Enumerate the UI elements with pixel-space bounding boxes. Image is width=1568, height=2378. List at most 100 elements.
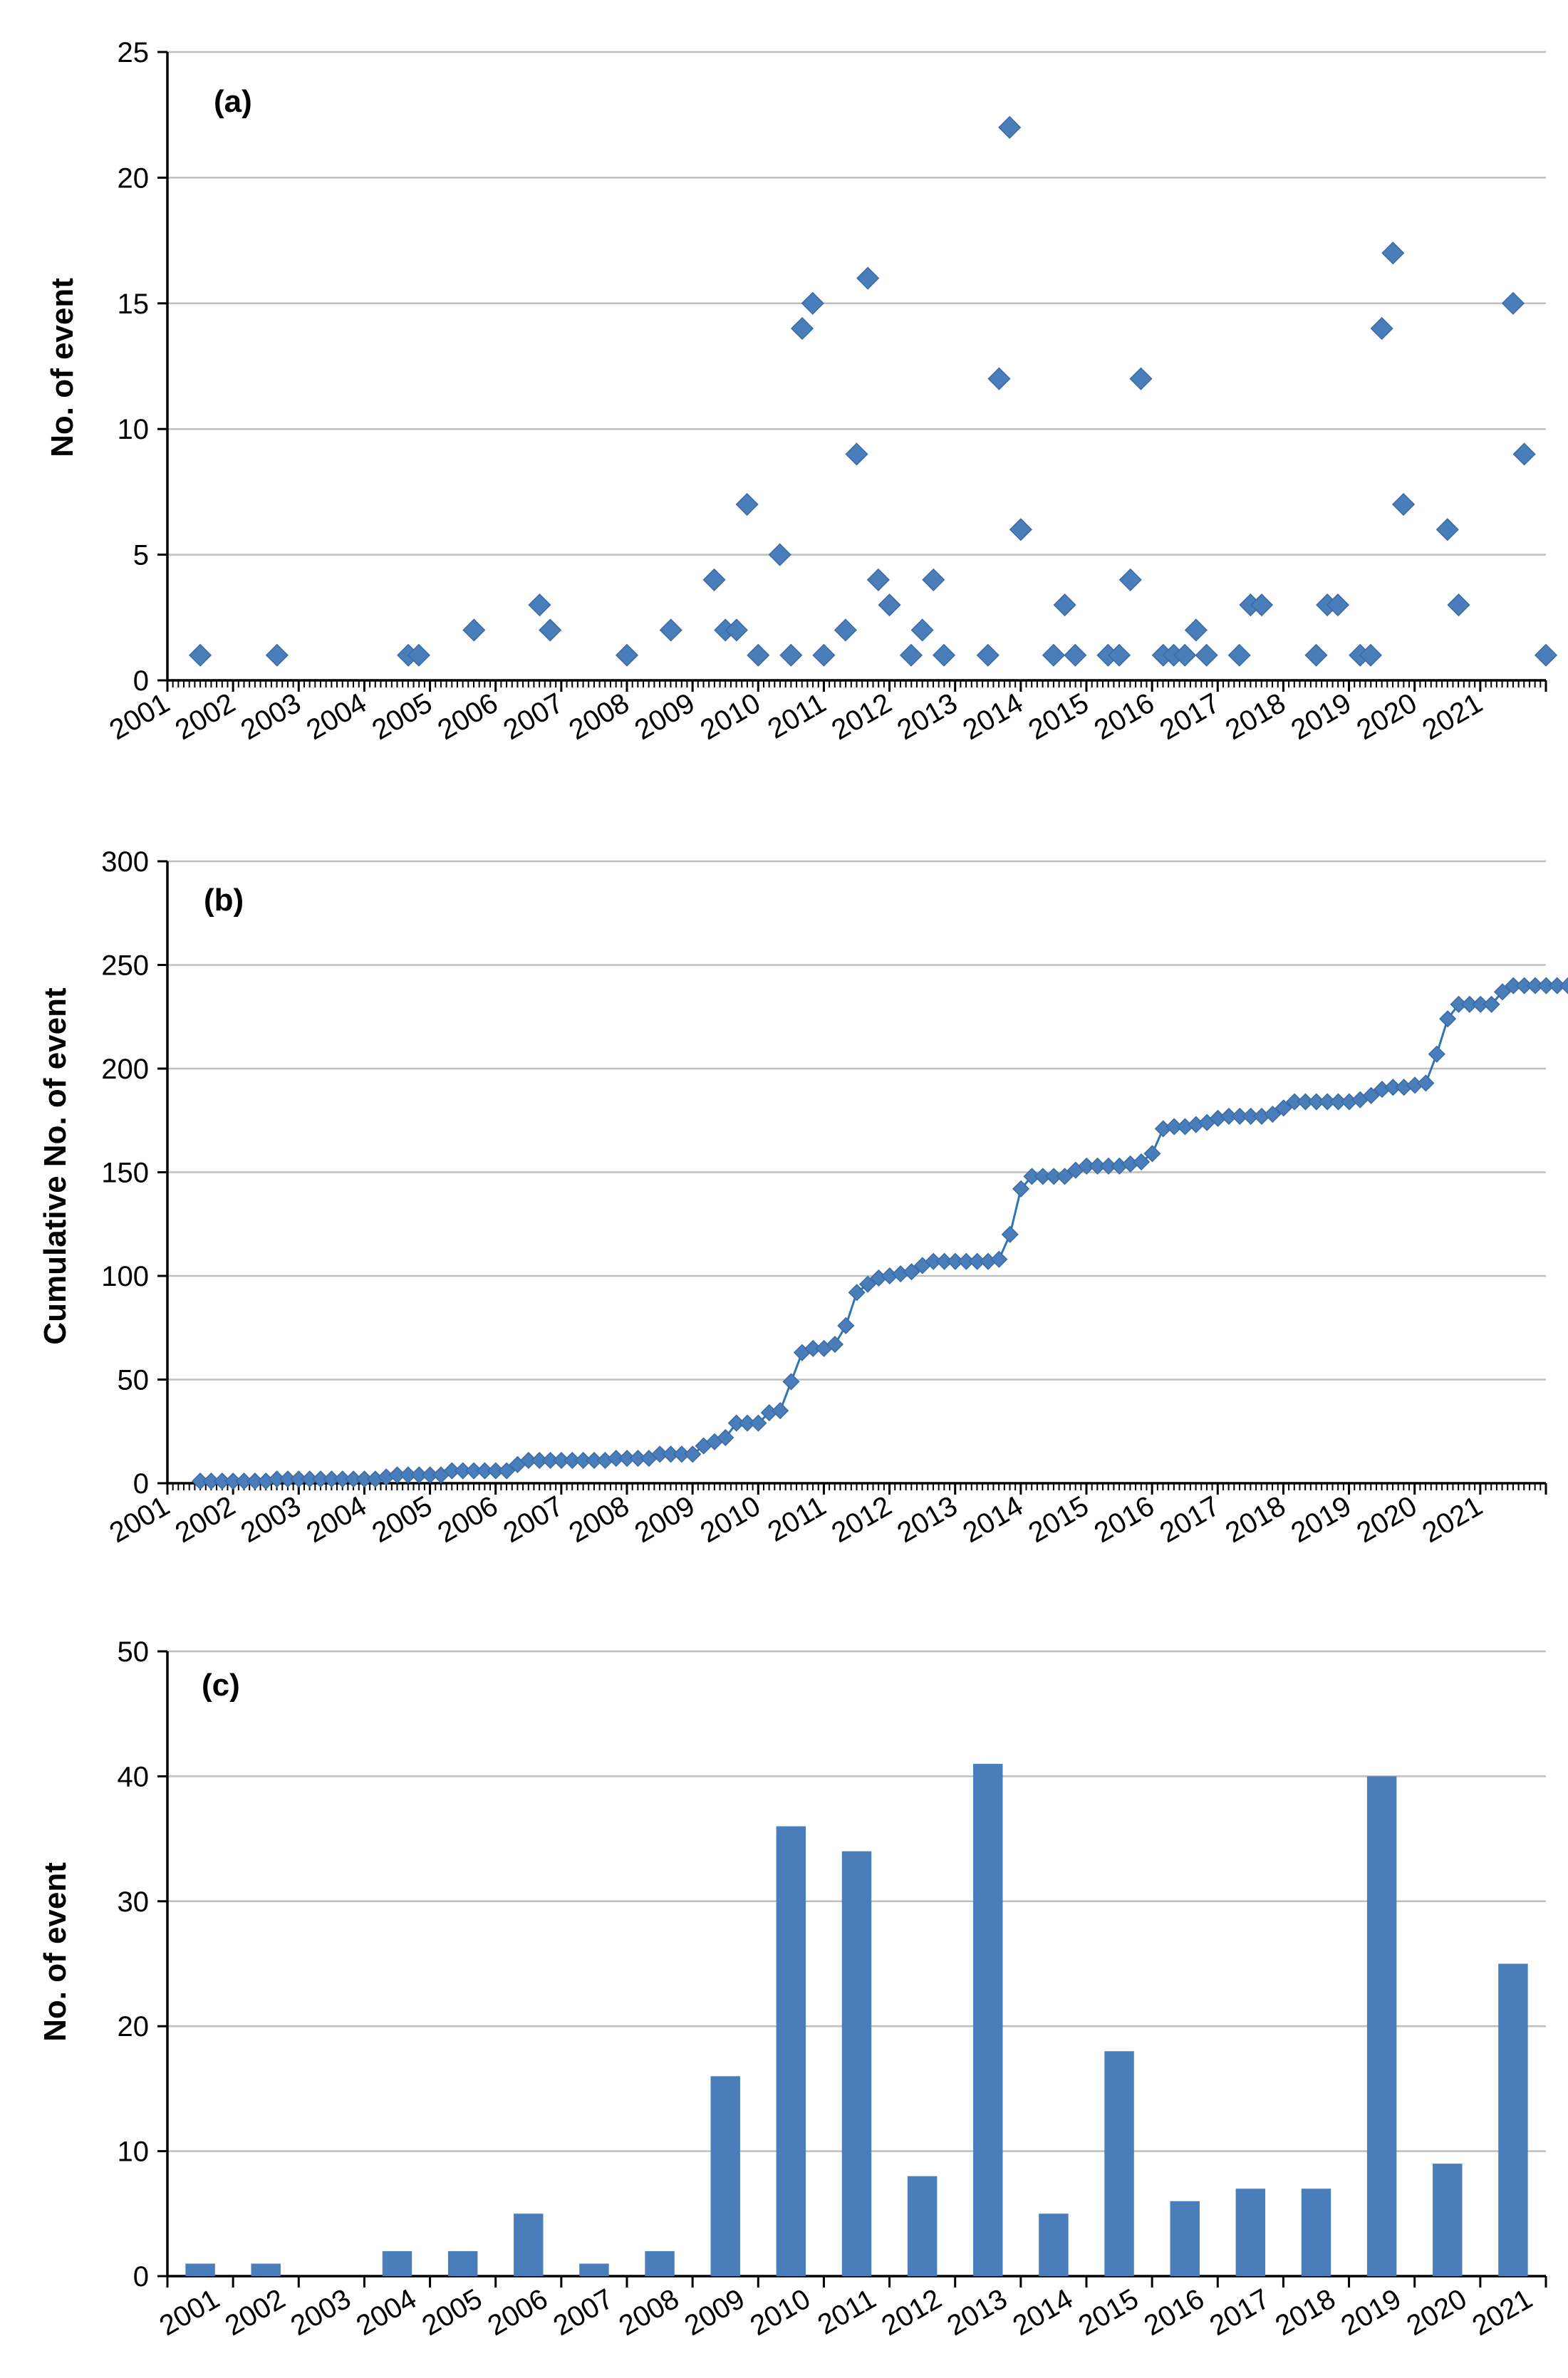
data-point [826,1335,844,1354]
data-point [1391,492,1416,516]
x-tick-label: 2009 [680,2283,750,2342]
data-point [1370,317,1393,341]
x-tick-label: 2002 [220,2283,291,2342]
x-tick-label: 2007 [498,687,568,747]
y-tick-label: 200 [101,1054,149,1085]
x-tick-label: 2021 [1467,2283,1537,2342]
y-tick-label: 20 [118,162,150,194]
bar [514,2213,544,2276]
data-point [1304,643,1328,667]
panel-b-x-tick-labels: 2001200220032004200520062007200820092010… [104,1490,1487,1549]
data-point [878,593,901,617]
data-point [772,1402,789,1420]
data-point [866,568,890,591]
bar [1039,2213,1069,2276]
bar [973,1763,1003,2276]
x-tick-label: 2016 [1089,687,1160,747]
data-point [1132,1153,1151,1171]
data-point [976,643,1000,667]
x-tick-label: 2008 [614,2283,685,2342]
data-point [779,643,803,667]
data-point [858,1275,877,1293]
x-tick-label: 2006 [482,2283,553,2342]
bar [1170,2201,1200,2276]
data-point [659,618,682,642]
data-point [407,643,430,667]
x-tick-label: 2013 [892,1490,962,1549]
x-tick-label: 2011 [762,687,831,745]
data-point [1381,242,1405,265]
y-tick-label: 10 [118,414,150,445]
x-tick-label: 2007 [498,1490,568,1549]
x-tick-label: 2018 [1270,2283,1341,2342]
data-point [1064,643,1087,667]
data-point [725,618,748,642]
x-tick-label: 2006 [432,1490,503,1549]
data-point [990,1250,1008,1268]
x-tick-label: 2007 [548,2283,618,2342]
data-point [1362,1086,1380,1104]
x-tick-label: 2015 [1023,1490,1094,1549]
x-tick-label: 2008 [564,1490,634,1549]
panel-a-x-tick-labels: 2001200220032004200520062007200820092010… [104,687,1487,747]
data-point [903,1263,920,1281]
data-point [1501,291,1525,315]
panel-b-gridlines [167,860,1546,1381]
panel-c-y-tick-labels: 0 10 20 30 40 50 [118,1636,150,2293]
data-point [1447,593,1470,617]
panel-c-bars [185,1763,1528,2276]
x-tick-label: 2004 [301,687,372,747]
bar [579,2263,609,2276]
x-tick-label: 2009 [630,1490,700,1549]
x-tick-label: 2018 [1220,1490,1291,1549]
y-tick-label: 15 [118,289,150,320]
bar [1433,2164,1463,2276]
x-tick-label: 2011 [813,2283,881,2341]
x-tick-label: 2002 [170,687,241,747]
bar [776,1826,806,2276]
panel-b-series [192,977,1568,1490]
data-point [1009,518,1032,541]
x-tick-label: 2014 [957,1490,1028,1549]
x-tick-label: 2020 [1351,1490,1422,1549]
y-tick-label: 30 [118,1886,150,1918]
x-tick-label: 2013 [892,687,962,747]
x-tick-label: 2003 [236,1490,306,1549]
data-point [1493,983,1512,1001]
panel-a-gridlines [167,51,1546,556]
panel-a-y-tick-labels: 0 5 10 15 20 25 [118,37,150,697]
x-tick-label: 2008 [564,687,634,747]
x-tick-label: 2004 [301,1490,372,1549]
data-point [1274,1099,1292,1117]
x-tick-label: 2013 [942,2283,1012,2342]
data-point [1250,593,1274,617]
panel-a-y-axis-title: No. of event [45,278,80,457]
data-point [1143,1145,1161,1163]
data-point [702,568,726,591]
x-tick-label: 2001 [155,2283,225,2342]
x-tick-label: 2019 [1336,2283,1406,2342]
data-point [768,543,791,566]
x-tick-label: 2018 [1220,687,1291,747]
data-point [1053,593,1076,617]
x-tick-label: 2009 [630,687,700,747]
y-tick-label: 0 [133,665,149,697]
x-tick-label: 2011 [762,1490,831,1548]
data-point [1012,1180,1030,1198]
bar [185,2263,215,2276]
data-point [856,266,880,290]
data-point [1056,1168,1074,1185]
bar [907,2176,938,2276]
data-point [747,643,770,667]
y-tick-label: 5 [133,540,149,571]
data-point [837,1317,855,1334]
data-point [782,1373,800,1391]
bar [382,2250,412,2276]
y-tick-label: 250 [101,950,149,982]
y-tick-label: 0 [133,1468,149,1500]
data-point [265,643,289,667]
data-point [1173,643,1197,667]
panel-c-x-tick-labels: 2001200220032004200520062007200820092010… [155,2283,1538,2342]
data-point [790,317,814,341]
